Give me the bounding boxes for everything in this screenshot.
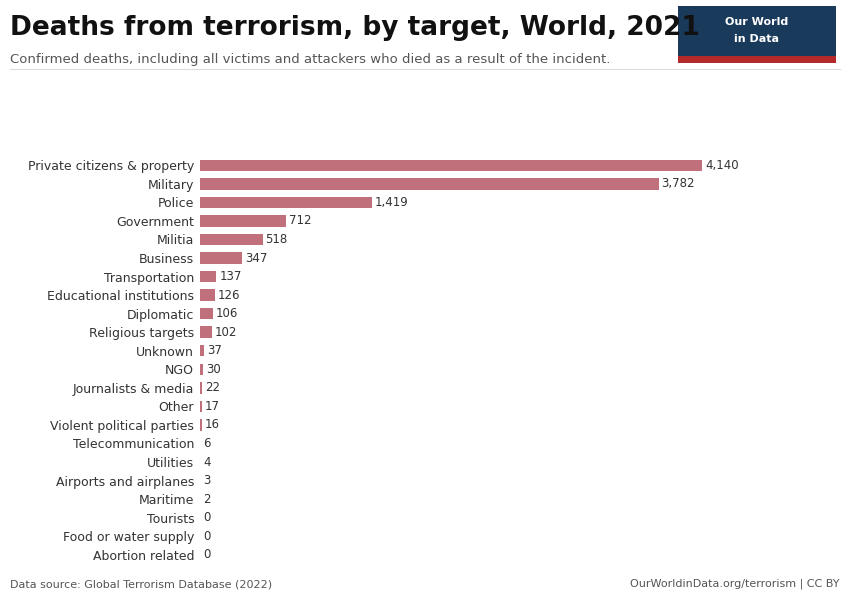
Bar <box>200 308 212 319</box>
Text: 0: 0 <box>203 548 210 561</box>
Text: 2: 2 <box>203 493 211 506</box>
Text: 102: 102 <box>215 326 237 338</box>
Text: 22: 22 <box>206 382 220 394</box>
Bar <box>200 271 217 282</box>
Text: 137: 137 <box>219 270 241 283</box>
Bar <box>200 289 215 301</box>
Text: 6: 6 <box>203 437 211 450</box>
Text: 16: 16 <box>205 418 219 431</box>
Text: 17: 17 <box>205 400 220 413</box>
Text: 0: 0 <box>203 511 210 524</box>
Bar <box>200 401 201 412</box>
Bar <box>200 345 204 356</box>
Bar <box>200 326 212 338</box>
Bar <box>200 215 286 227</box>
Text: 712: 712 <box>289 214 312 227</box>
Text: 518: 518 <box>265 233 288 246</box>
Bar <box>200 382 202 394</box>
Text: 3,782: 3,782 <box>661 178 695 190</box>
Text: 37: 37 <box>207 344 222 357</box>
Text: 106: 106 <box>216 307 238 320</box>
Bar <box>200 252 242 264</box>
Bar <box>200 178 659 190</box>
Text: 3: 3 <box>203 474 211 487</box>
Text: 4: 4 <box>203 455 211 469</box>
Text: Our World: Our World <box>725 17 789 27</box>
Bar <box>200 234 263 245</box>
Text: Data source: Global Terrorism Database (2022): Data source: Global Terrorism Database (… <box>10 579 272 589</box>
Bar <box>200 160 702 171</box>
Text: 4,140: 4,140 <box>705 159 739 172</box>
Text: OurWorldinData.org/terrorism | CC BY: OurWorldinData.org/terrorism | CC BY <box>631 578 840 589</box>
Bar <box>678 56 836 63</box>
Text: Confirmed deaths, including all victims and attackers who died as a result of th: Confirmed deaths, including all victims … <box>10 53 610 66</box>
Text: Deaths from terrorism, by target, World, 2021: Deaths from terrorism, by target, World,… <box>10 15 700 41</box>
Text: 347: 347 <box>245 251 267 265</box>
Text: 30: 30 <box>207 363 221 376</box>
Text: in Data: in Data <box>734 34 779 44</box>
Text: 126: 126 <box>218 289 241 302</box>
Text: 0: 0 <box>203 530 210 542</box>
Bar <box>200 419 201 431</box>
Bar <box>200 364 203 375</box>
Text: 1,419: 1,419 <box>375 196 409 209</box>
Bar <box>200 197 372 208</box>
